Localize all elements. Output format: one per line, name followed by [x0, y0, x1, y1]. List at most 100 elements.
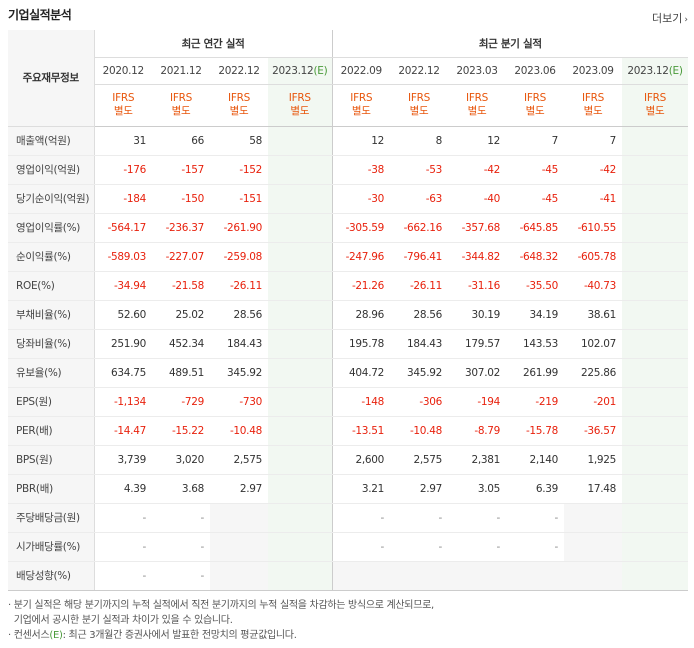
ifrs-label: IFRS 별도	[564, 84, 622, 127]
ifrs-standard: IFRS	[288, 92, 311, 104]
table-cell: -8.79	[448, 416, 506, 446]
table-cell: 345.92	[210, 358, 268, 388]
table-cell: -36.57	[564, 416, 622, 446]
table-cell	[622, 386, 688, 417]
table-cell: -227.07	[152, 242, 210, 272]
ifrs-standard: IFRS	[466, 92, 488, 104]
period-header: 2023.03	[448, 57, 506, 85]
table-cell: 28.56	[390, 299, 448, 330]
table-cell	[622, 299, 688, 330]
consensus-mark: (E)	[49, 630, 63, 641]
table-row: 당기순이익(억원) -184 -150 -151 -30 -63 -40 -45 -41	[8, 184, 688, 214]
table-cell: -45	[506, 184, 564, 214]
table-cell: 195.78	[331, 329, 390, 359]
period-label: 2022.12	[398, 64, 440, 77]
table-cell	[268, 299, 332, 330]
more-label: 더보기	[652, 12, 683, 25]
more-link[interactable]: 더보기 ›	[652, 10, 688, 26]
period-label: 2022.12	[218, 64, 260, 77]
table-cell	[564, 561, 622, 591]
table-cell: -15.22	[152, 416, 210, 446]
table-row: 유보율(%) 634.75 489.51 345.92 404.72 345.92 307.…	[8, 358, 688, 388]
period-header: 2023.12(E)	[622, 57, 688, 85]
table-cell	[622, 329, 688, 359]
ifrs-standard: IFRS	[582, 92, 604, 104]
table-cell: -40	[448, 184, 506, 214]
table-row: 영업이익률(%) -564.17 -236.37 -261.90 -305.59 -662…	[8, 212, 688, 243]
table-row: 주당배당금(원) - - - - - -	[8, 502, 688, 533]
ifrs-standard: IFRS	[170, 92, 192, 104]
ifrs-basis: 별도	[113, 105, 133, 117]
table-cell: -15.78	[506, 416, 564, 446]
table-cell: 102.07	[564, 329, 622, 359]
table-cell: 2,140	[506, 445, 564, 475]
period-header: 2023.09	[564, 57, 622, 85]
table-cell	[268, 416, 332, 446]
ifrs-basis: 별도	[229, 105, 249, 117]
table-cell: 12	[448, 126, 506, 156]
table-cell	[268, 212, 332, 243]
table-cell: -35.50	[506, 271, 564, 301]
table-cell: -662.16	[390, 212, 448, 243]
table-cell: 38.61	[564, 299, 622, 330]
table-cell	[622, 126, 688, 156]
table-cell: -	[331, 502, 390, 533]
table-cell: 3.05	[448, 474, 506, 504]
table-cell: 184.43	[210, 329, 268, 359]
table-cell: 8	[390, 126, 448, 156]
table-cell: 3,020	[152, 445, 210, 475]
table-cell: -236.37	[152, 212, 210, 243]
table-cell: -219	[506, 386, 564, 417]
ifrs-basis: 별도	[171, 105, 191, 117]
period-label: 2023.09	[572, 64, 614, 77]
table-cell	[268, 502, 332, 533]
ifrs-standard: IFRS	[112, 92, 135, 104]
table-cell: 489.51	[152, 358, 210, 388]
table-cell	[210, 502, 268, 533]
table-cell: -34.94	[94, 271, 152, 301]
row-label: 부채비율(%)	[8, 299, 95, 330]
ifrs-basis: 별도	[351, 105, 371, 117]
table-cell	[268, 532, 332, 562]
table-cell: -42	[564, 155, 622, 185]
table-cell: -605.78	[564, 242, 622, 272]
ifrs-basis: 별도	[409, 105, 429, 117]
quarter-group-header: 최근 분기 실적	[331, 30, 688, 58]
table-cell: -1,134	[94, 386, 152, 417]
footnote-quarterly: · 분기 실적은 해당 분기까지의 누적 실적에서 직전 분기까지의 누적 실적…	[8, 600, 434, 611]
row-label: 순이익률(%)	[8, 242, 95, 272]
table-cell: -157	[152, 155, 210, 185]
table-cell: -645.85	[506, 212, 564, 243]
row-label: PBR(배)	[8, 474, 95, 504]
ifrs-standard: IFRS	[644, 92, 666, 104]
table-cell	[268, 474, 332, 504]
table-cell: -	[94, 561, 152, 591]
table-cell: 2,575	[390, 445, 448, 475]
table-cell	[622, 445, 688, 475]
table-cell: -63	[390, 184, 448, 214]
row-label: 유보율(%)	[8, 358, 95, 388]
ifrs-basis: 별도	[645, 105, 665, 117]
table-cell: -648.32	[506, 242, 564, 272]
table-cell: -45	[506, 155, 564, 185]
ifrs-basis: 별도	[467, 105, 487, 117]
table-cell: 30.19	[448, 299, 506, 330]
table-cell: 28.56	[210, 299, 268, 330]
estimate-mark: (E)	[313, 64, 328, 77]
table-cell: -610.55	[564, 212, 622, 243]
table-cell: -	[448, 502, 506, 533]
table-cell: -10.48	[210, 416, 268, 446]
ifrs-label: IFRS 별도	[622, 84, 688, 127]
ifrs-standard: IFRS	[228, 92, 250, 104]
table-cell: 251.90	[94, 329, 152, 359]
table-cell: -42	[448, 155, 506, 185]
table-row: 배당성향(%) - -	[8, 561, 688, 591]
table-cell: 2.97	[390, 474, 448, 504]
table-cell: -26.11	[390, 271, 448, 301]
period-label: 2022.09	[340, 64, 383, 77]
ifrs-basis: 별도	[290, 105, 310, 117]
table-cell: -21.26	[331, 271, 390, 301]
page-title: 기업실적분석	[8, 8, 72, 22]
table-row: 부채비율(%) 52.60 25.02 28.56 28.96 28.56 30.19 34.…	[8, 299, 688, 330]
table-cell	[268, 126, 332, 156]
